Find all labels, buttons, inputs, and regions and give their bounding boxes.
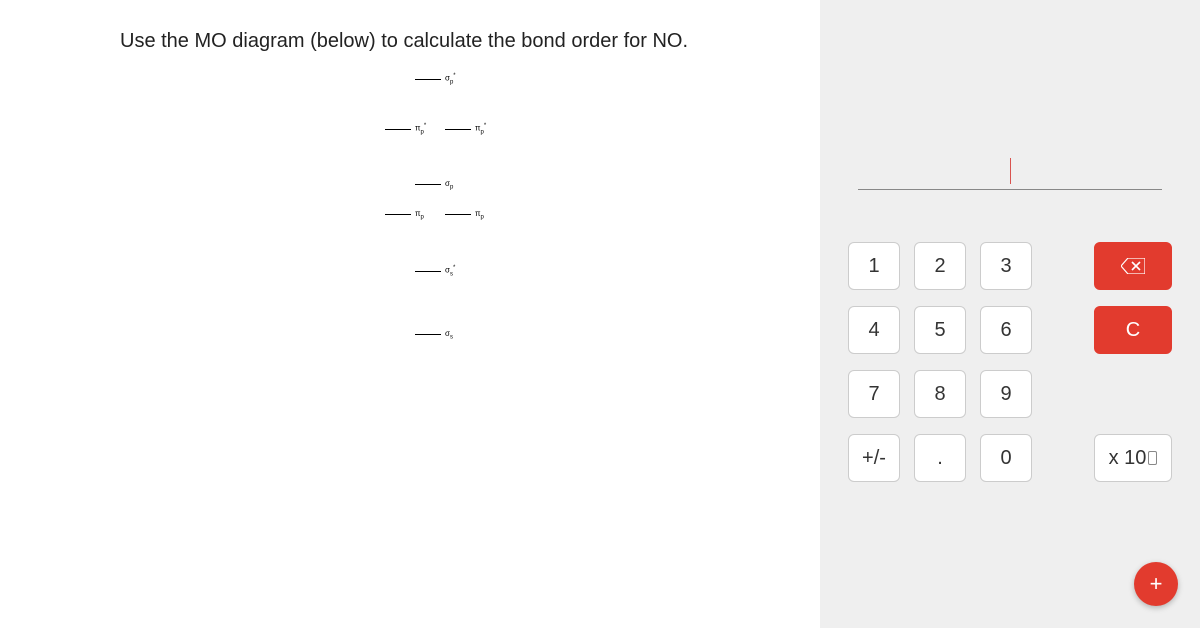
mo-line [445,214,471,215]
mo-label: πp [415,209,424,221]
question-text: Use the MO diagram (below) to calculate … [120,30,790,53]
key-exponent[interactable]: x 10 [1094,434,1172,482]
key-dot[interactable]: . [914,434,966,482]
mo-label: πp* [475,123,486,135]
mo-level-pi-p-star-r: πp* [445,123,486,135]
key-4[interactable]: 4 [848,306,900,354]
backspace-icon [1121,258,1145,274]
answer-cursor [1010,158,1011,184]
mo-line [385,214,411,215]
key-exponent-label: x 10 [1109,447,1147,470]
answer-area [848,0,1172,190]
mo-level-pi-p-r: πp [445,209,484,221]
key-2[interactable]: 2 [914,242,966,290]
mo-label: πp [475,209,484,221]
key-0[interactable]: 0 [980,434,1032,482]
mo-label: σp* [445,73,456,85]
plus-icon: + [1150,571,1163,597]
key-5[interactable]: 5 [914,306,966,354]
key-exponent-box [1148,451,1157,465]
mo-level-sigma-s: σs [415,329,453,341]
add-fab[interactable]: + [1134,562,1178,606]
key-6[interactable]: 6 [980,306,1032,354]
answer-pane: 1 2 3 4 5 6 C 7 8 9 +/- . 0 x 10 + [820,0,1200,628]
mo-level-pi-p-l: πp [385,209,424,221]
mo-label: σs* [445,265,455,277]
mo-line [415,79,441,80]
key-8[interactable]: 8 [914,370,966,418]
mo-level-sigma-p-star: σp* [415,73,456,85]
key-3[interactable]: 3 [980,242,1032,290]
keypad: 1 2 3 4 5 6 C 7 8 9 +/- . 0 x 10 [848,242,1172,482]
key-backspace[interactable] [1094,242,1172,290]
mo-line [445,129,471,130]
mo-level-pi-p-star-l: πp* [385,123,426,135]
mo-line [415,271,441,272]
mo-label: πp* [415,123,426,135]
key-plusminus[interactable]: +/- [848,434,900,482]
key-9[interactable]: 9 [980,370,1032,418]
mo-level-sigma-p: σp [415,179,453,191]
mo-label: σs [445,329,453,341]
mo-line [415,334,441,335]
mo-label: σp [445,179,453,191]
mo-level-sigma-s-star: σs* [415,265,455,277]
key-clear[interactable]: C [1094,306,1172,354]
mo-line [385,129,411,130]
key-7[interactable]: 7 [848,370,900,418]
mo-line [415,184,441,185]
key-1[interactable]: 1 [848,242,900,290]
mo-diagram: σp* πp* πp* σp πp πp σs* σs [285,73,785,373]
question-pane: Use the MO diagram (below) to calculate … [0,0,820,628]
